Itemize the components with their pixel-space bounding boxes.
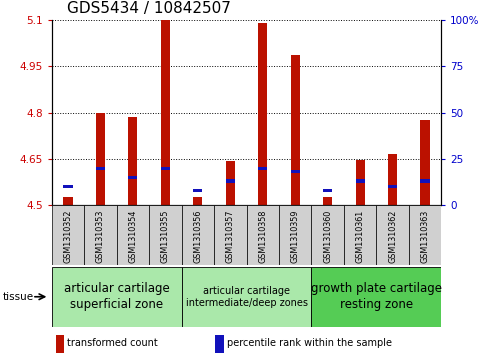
Bar — [258, 23, 267, 205]
Bar — [355, 179, 365, 183]
Bar — [421, 179, 429, 183]
Bar — [421, 120, 429, 205]
Text: GSM1310357: GSM1310357 — [226, 210, 235, 264]
Bar — [376, 205, 409, 265]
Text: articular cartilage
intermediate/deep zones: articular cartilage intermediate/deep zo… — [185, 286, 308, 308]
Bar — [388, 185, 397, 188]
Text: GSM1310362: GSM1310362 — [388, 210, 397, 263]
Text: GSM1310363: GSM1310363 — [421, 210, 429, 263]
Bar — [258, 167, 267, 170]
Bar — [128, 176, 138, 179]
Bar — [181, 205, 214, 265]
Bar — [181, 267, 312, 327]
Text: articular cartilage
superficial zone: articular cartilage superficial zone — [64, 282, 170, 311]
Bar — [226, 179, 235, 183]
Text: GSM1310359: GSM1310359 — [291, 210, 300, 264]
Bar — [161, 20, 170, 205]
Bar — [312, 267, 441, 327]
Bar — [96, 167, 105, 170]
Text: tissue: tissue — [2, 292, 34, 302]
Text: GSM1310354: GSM1310354 — [128, 210, 138, 263]
Bar — [291, 56, 300, 205]
Bar — [355, 160, 365, 205]
Text: growth plate cartilage
resting zone: growth plate cartilage resting zone — [311, 282, 442, 311]
Bar — [246, 205, 279, 265]
Text: GSM1310352: GSM1310352 — [64, 210, 72, 264]
Bar — [226, 161, 235, 205]
Bar — [52, 267, 181, 327]
Bar — [193, 189, 202, 192]
Bar — [214, 205, 246, 265]
Bar — [323, 189, 332, 192]
Bar — [64, 197, 72, 205]
Bar — [193, 197, 202, 205]
Bar — [409, 205, 441, 265]
Bar — [52, 205, 84, 265]
Bar — [56, 335, 64, 353]
Bar — [344, 205, 376, 265]
Bar — [279, 205, 312, 265]
Bar — [312, 205, 344, 265]
Bar — [84, 205, 117, 265]
Bar — [128, 117, 138, 205]
Bar — [291, 170, 300, 173]
Bar — [96, 113, 105, 205]
Bar — [323, 197, 332, 205]
Bar — [149, 205, 181, 265]
Text: GDS5434 / 10842507: GDS5434 / 10842507 — [67, 1, 230, 16]
Text: GSM1310361: GSM1310361 — [355, 210, 365, 263]
Text: GSM1310355: GSM1310355 — [161, 210, 170, 264]
Text: percentile rank within the sample: percentile rank within the sample — [227, 338, 392, 348]
Bar — [64, 185, 72, 188]
Text: GSM1310358: GSM1310358 — [258, 210, 267, 263]
Text: transformed count: transformed count — [68, 338, 158, 348]
Bar — [215, 335, 224, 353]
Bar — [161, 167, 170, 170]
Text: GSM1310356: GSM1310356 — [193, 210, 202, 263]
Bar — [117, 205, 149, 265]
Text: GSM1310360: GSM1310360 — [323, 210, 332, 263]
Text: GSM1310353: GSM1310353 — [96, 210, 105, 263]
Bar — [388, 154, 397, 205]
